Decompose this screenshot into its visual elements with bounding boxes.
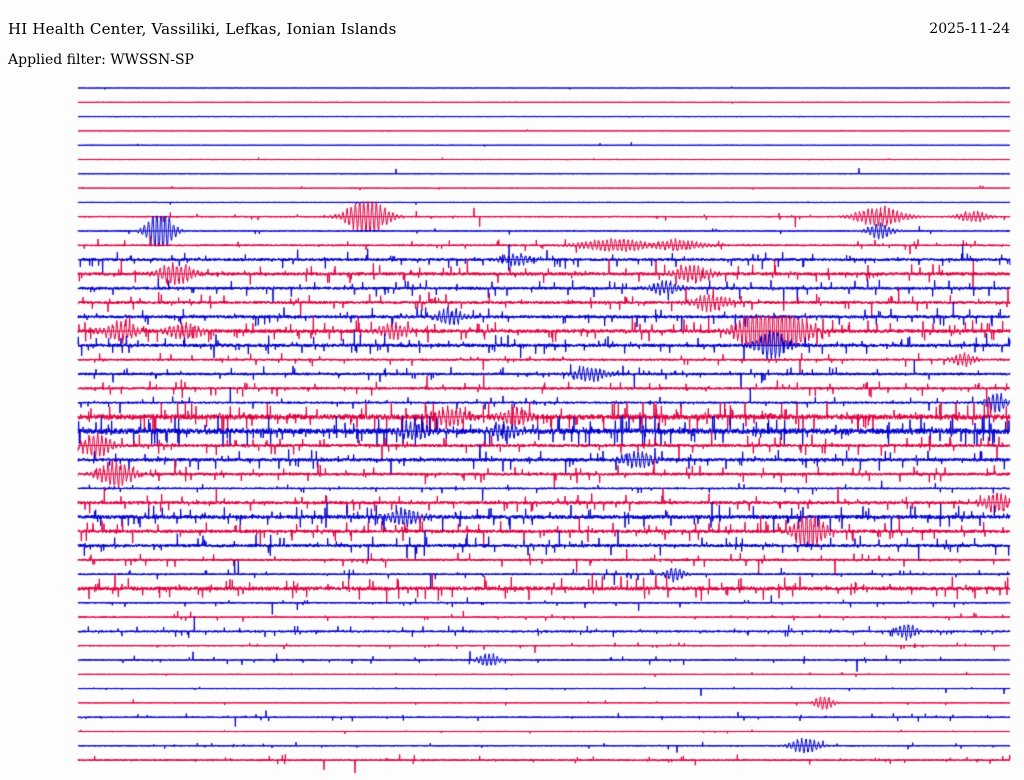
helicorder-plot: 00:0000:3001:0001:3002:0002:3003:0003:30… <box>0 78 1024 780</box>
seismogram-traces <box>0 78 1024 780</box>
header: HI Health Center, Vassiliki, Lefkas, Ion… <box>0 0 1024 78</box>
filter-label: Applied filter: WWSSN-SP <box>8 52 194 68</box>
date-label: 2025-11-24 <box>929 21 1010 37</box>
page-title: HI Health Center, Vassiliki, Lefkas, Ion… <box>8 20 397 38</box>
